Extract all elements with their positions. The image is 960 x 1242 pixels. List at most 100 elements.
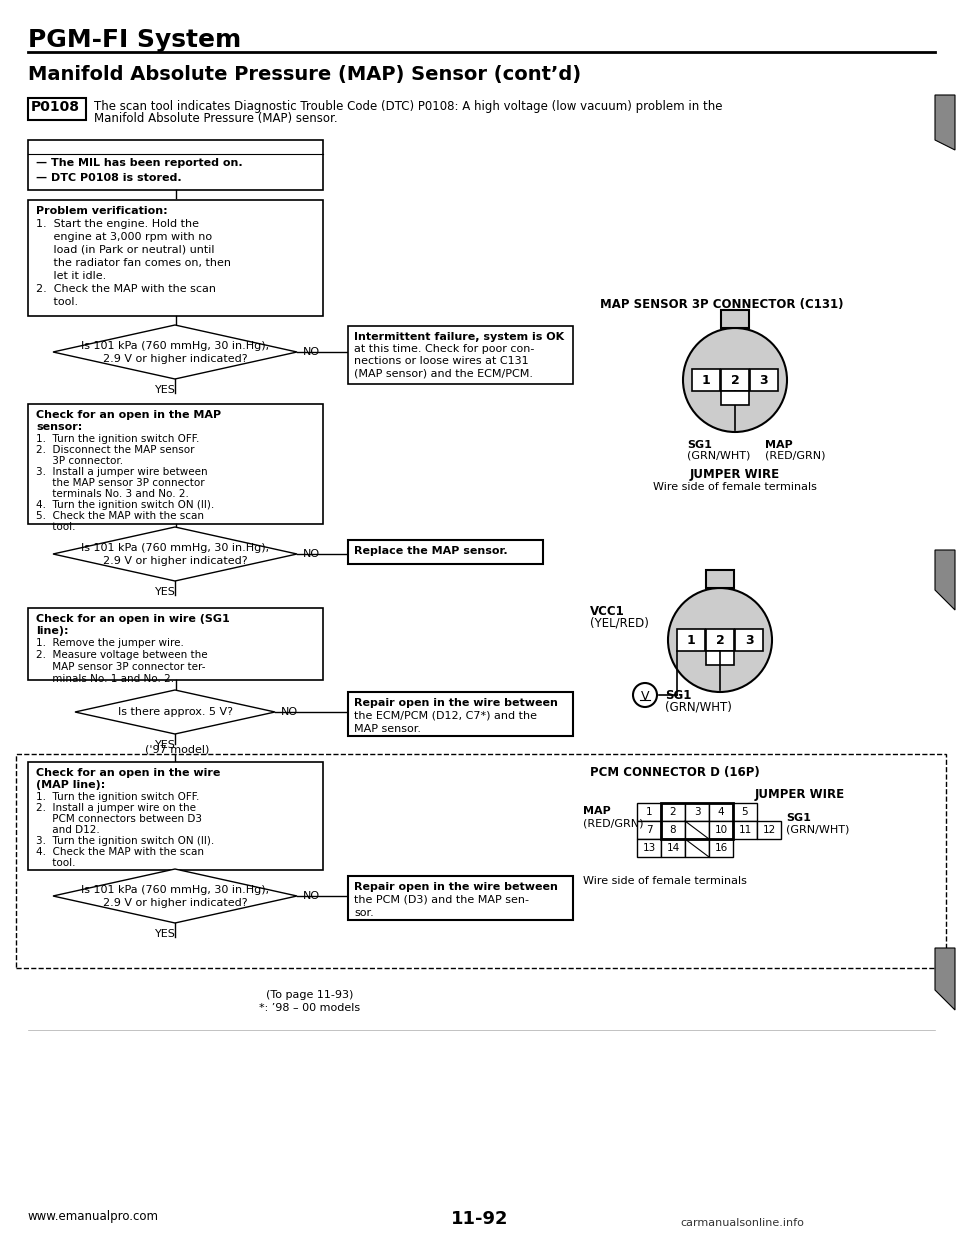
Polygon shape <box>935 550 955 610</box>
Circle shape <box>633 683 657 707</box>
Bar <box>28 140 323 190</box>
Text: SG1: SG1 <box>786 814 811 823</box>
Text: PGM-FI System: PGM-FI System <box>28 29 241 52</box>
Text: 1.  Start the engine. Hold the: 1. Start the engine. Hold the <box>36 219 199 229</box>
Bar <box>750 369 778 391</box>
Bar <box>706 570 734 587</box>
Text: (GRN/WHT): (GRN/WHT) <box>687 451 751 461</box>
Bar <box>735 628 763 651</box>
Text: nections or loose wires at C131: nections or loose wires at C131 <box>354 356 529 366</box>
Bar <box>706 651 734 664</box>
Text: Manifold Absolute Pressure (MAP) Sensor (cont’d): Manifold Absolute Pressure (MAP) Sensor … <box>28 65 581 84</box>
Text: engine at 3,000 rpm with no: engine at 3,000 rpm with no <box>36 232 212 242</box>
Text: Is there approx. 5 V?: Is there approx. 5 V? <box>117 707 232 717</box>
Circle shape <box>668 587 772 692</box>
Bar <box>16 754 946 968</box>
Text: 2.  Install a jumper wire on the: 2. Install a jumper wire on the <box>36 804 196 814</box>
Text: MAP: MAP <box>583 806 611 816</box>
Text: JUMPER WIRE: JUMPER WIRE <box>690 468 780 481</box>
Text: Manifold Absolute Pressure (MAP) sensor.: Manifold Absolute Pressure (MAP) sensor. <box>94 112 338 125</box>
Text: 1: 1 <box>702 374 710 386</box>
Text: 4.  Turn the ignition switch ON (ll).: 4. Turn the ignition switch ON (ll). <box>36 501 214 510</box>
Text: Repair open in the wire between: Repair open in the wire between <box>354 698 558 708</box>
Text: 5.  Check the MAP with the scan: 5. Check the MAP with the scan <box>36 510 204 520</box>
Text: NO: NO <box>303 347 320 356</box>
Text: 2.9 V or higher indicated?: 2.9 V or higher indicated? <box>103 556 248 566</box>
Text: 4.  Check the MAP with the scan: 4. Check the MAP with the scan <box>36 847 204 857</box>
Text: tool.: tool. <box>36 522 76 532</box>
Text: 2.  Check the MAP with the scan: 2. Check the MAP with the scan <box>36 284 216 294</box>
Text: and D12.: and D12. <box>36 825 100 835</box>
Bar <box>685 804 709 821</box>
Bar <box>709 840 733 857</box>
Bar <box>661 804 685 821</box>
Bar <box>757 821 781 840</box>
Text: NO: NO <box>303 549 320 559</box>
Text: the PCM (D3) and the MAP sen-: the PCM (D3) and the MAP sen- <box>354 895 529 905</box>
Bar <box>709 821 733 840</box>
Text: (GRN/WHT): (GRN/WHT) <box>665 700 732 713</box>
Bar <box>348 540 543 564</box>
Text: PCM CONNECTOR D (16P): PCM CONNECTOR D (16P) <box>590 766 760 779</box>
Text: Wire side of female terminals: Wire side of female terminals <box>583 876 747 886</box>
Text: 1: 1 <box>686 633 695 647</box>
Text: 2.  Disconnect the MAP sensor: 2. Disconnect the MAP sensor <box>36 445 195 455</box>
Text: ('97 model): ('97 model) <box>145 744 209 754</box>
Text: 3.  Turn the ignition switch ON (ll).: 3. Turn the ignition switch ON (ll). <box>36 836 214 846</box>
Text: Replace the MAP sensor.: Replace the MAP sensor. <box>354 546 508 556</box>
Text: (RED/GRN): (RED/GRN) <box>583 818 643 828</box>
Text: V: V <box>640 689 649 703</box>
Text: NO: NO <box>281 707 299 717</box>
Bar <box>348 325 573 384</box>
Circle shape <box>683 328 787 432</box>
Text: 4: 4 <box>718 807 724 817</box>
Text: 12: 12 <box>762 825 776 835</box>
Text: YES: YES <box>155 587 176 597</box>
Text: 13: 13 <box>642 843 656 853</box>
Text: 3P connector.: 3P connector. <box>36 456 123 466</box>
Bar <box>661 821 685 840</box>
Text: 5: 5 <box>742 807 748 817</box>
Text: 16: 16 <box>714 843 728 853</box>
Text: 2: 2 <box>670 807 676 817</box>
Text: *: ’98 – 00 models: *: ’98 – 00 models <box>259 1004 361 1013</box>
Bar <box>685 840 709 857</box>
Polygon shape <box>75 691 275 734</box>
Text: 2.  Measure voltage between the: 2. Measure voltage between the <box>36 650 207 660</box>
Text: 3.  Install a jumper wire between: 3. Install a jumper wire between <box>36 467 207 477</box>
Text: Repair open in the wire between: Repair open in the wire between <box>354 882 558 892</box>
Bar <box>733 804 757 821</box>
Text: 1.  Turn the ignition switch OFF.: 1. Turn the ignition switch OFF. <box>36 433 200 443</box>
Text: Is 101 kPa (760 mmHg, 30 in.Hg),: Is 101 kPa (760 mmHg, 30 in.Hg), <box>81 886 269 895</box>
Text: Wire side of female terminals: Wire side of female terminals <box>653 482 817 492</box>
Text: 11: 11 <box>738 825 752 835</box>
Bar <box>692 369 720 391</box>
Bar <box>721 369 749 391</box>
Text: (MAP line):: (MAP line): <box>36 780 106 790</box>
Text: Check for an open in the wire: Check for an open in the wire <box>36 768 221 777</box>
Text: MAP SENSOR 3P CONNECTOR (C131): MAP SENSOR 3P CONNECTOR (C131) <box>600 298 844 310</box>
Bar <box>28 404 323 524</box>
Bar <box>28 763 323 869</box>
Text: at this time. Check for poor con-: at this time. Check for poor con- <box>354 344 535 354</box>
Text: minals No. 1 and No. 2.: minals No. 1 and No. 2. <box>36 674 174 684</box>
Text: www.emanualpro.com: www.emanualpro.com <box>28 1210 159 1223</box>
Text: load (in Park or neutral) until: load (in Park or neutral) until <box>36 245 214 255</box>
Text: Is 101 kPa (760 mmHg, 30 in.Hg),: Is 101 kPa (760 mmHg, 30 in.Hg), <box>81 342 269 351</box>
Bar <box>661 840 685 857</box>
Bar <box>685 821 709 840</box>
Text: (To page 11-93): (To page 11-93) <box>266 990 353 1000</box>
Text: 11-92: 11-92 <box>451 1210 509 1228</box>
Text: Intermittent failure, system is OK: Intermittent failure, system is OK <box>354 332 564 342</box>
Bar <box>348 692 573 737</box>
Text: 2.9 V or higher indicated?: 2.9 V or higher indicated? <box>103 354 248 364</box>
Text: SG1: SG1 <box>687 440 712 450</box>
Bar <box>721 310 749 328</box>
Text: (MAP sensor) and the ECM/PCM.: (MAP sensor) and the ECM/PCM. <box>354 368 533 378</box>
Text: PCM connectors between D3: PCM connectors between D3 <box>36 814 202 823</box>
Bar <box>28 200 323 315</box>
Text: carmanualsonline.info: carmanualsonline.info <box>680 1218 804 1228</box>
Text: terminals No. 3 and No. 2.: terminals No. 3 and No. 2. <box>36 489 189 499</box>
Bar <box>709 804 733 821</box>
Text: — The MIL has been reported on.: — The MIL has been reported on. <box>36 158 243 168</box>
